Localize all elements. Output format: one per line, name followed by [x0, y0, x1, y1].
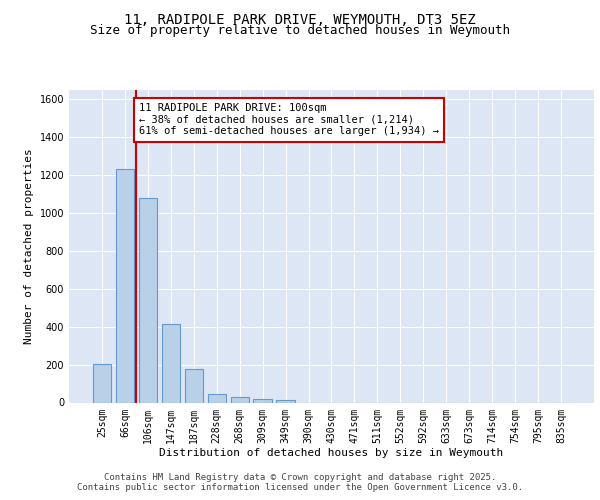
- Bar: [277, 400, 295, 402]
- Bar: [230, 397, 249, 402]
- Text: Contains HM Land Registry data © Crown copyright and database right 2025.
Contai: Contains HM Land Registry data © Crown c…: [77, 473, 523, 492]
- Y-axis label: Number of detached properties: Number of detached properties: [24, 148, 34, 344]
- Bar: [139, 198, 157, 402]
- Bar: [116, 168, 134, 402]
- Bar: [208, 394, 226, 402]
- Bar: [162, 324, 180, 402]
- Bar: [185, 369, 203, 402]
- Text: 11, RADIPOLE PARK DRIVE, WEYMOUTH, DT3 5EZ: 11, RADIPOLE PARK DRIVE, WEYMOUTH, DT3 5…: [124, 12, 476, 26]
- Text: 11 RADIPOLE PARK DRIVE: 100sqm
← 38% of detached houses are smaller (1,214)
61% : 11 RADIPOLE PARK DRIVE: 100sqm ← 38% of …: [139, 104, 439, 136]
- Bar: [93, 364, 111, 403]
- Text: Size of property relative to detached houses in Weymouth: Size of property relative to detached ho…: [90, 24, 510, 37]
- Bar: [253, 399, 272, 402]
- X-axis label: Distribution of detached houses by size in Weymouth: Distribution of detached houses by size …: [160, 448, 503, 458]
